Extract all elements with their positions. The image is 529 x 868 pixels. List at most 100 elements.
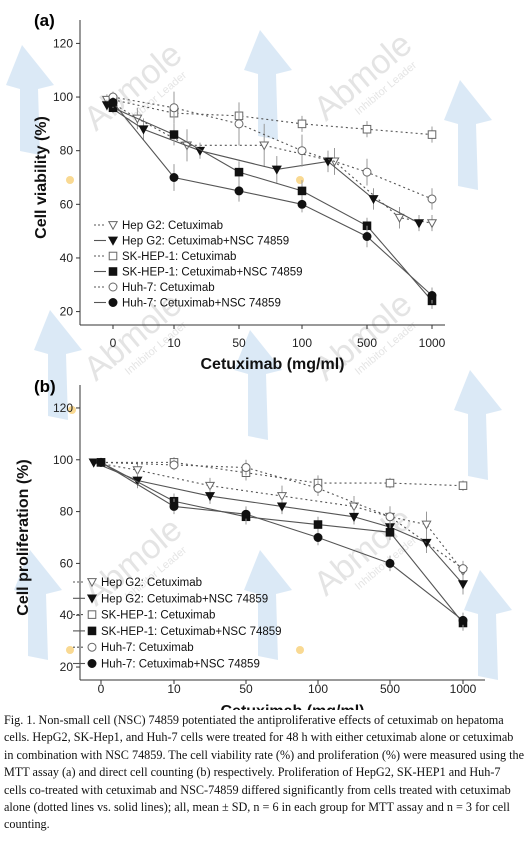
- series-1: [101, 99, 425, 232]
- series-1: [88, 458, 469, 595]
- data-point: [241, 463, 251, 473]
- x-tick-label: 1000: [450, 682, 477, 696]
- x-tick-label: 100: [292, 336, 312, 350]
- data-point: [169, 460, 179, 470]
- series-line: [101, 461, 464, 487]
- data-point: [276, 492, 288, 502]
- series-line: [112, 96, 433, 200]
- x-tick-label: 100: [308, 682, 328, 696]
- data-point: [426, 219, 438, 229]
- data-point: [88, 458, 99, 468]
- data-point: [169, 103, 179, 113]
- data-point: [169, 130, 179, 139]
- x-tick-label: 500: [357, 336, 377, 350]
- x-tick-label: 1000: [419, 336, 446, 350]
- chart-panel-a: (a) 20 40 60 80 100 120 0 10 50 100 500 1000 Cetuxima…: [33, 11, 446, 373]
- series-line: [100, 461, 464, 621]
- data-point: [385, 558, 395, 568]
- legend-entry: Hep G2: Cetuximab: [122, 220, 223, 232]
- legend-entry: Hep G2: Cetuximab+NSC 74859: [101, 593, 268, 605]
- legend-entry: Hep G2: Cetuximab+NSC 74859: [122, 236, 289, 248]
- data-point: [107, 221, 119, 231]
- legend-entry: SK-HEP-1: Cetuximab: [101, 610, 215, 622]
- series-5: [96, 457, 468, 629]
- legend-entry: Hep G2: Cetuximab: [101, 577, 202, 589]
- legend-entry: SK-HEP-1: Cetuximab+NSC 74859: [101, 626, 282, 638]
- series-line: [100, 461, 464, 624]
- data-point: [87, 659, 97, 668]
- y-tick-label: 100: [53, 453, 73, 467]
- chart-panel-b: (b) 20 40 60 80 100 120 0 10 50 100 500 1000 Cetuxima…: [15, 377, 485, 710]
- data-point: [385, 478, 395, 488]
- watermark-arrow-icon: [6, 45, 54, 155]
- x-tick-label: 10: [167, 336, 181, 350]
- y-tick-label: 80: [60, 505, 74, 519]
- panel-label: (b): [34, 377, 56, 396]
- data-point: [234, 167, 244, 177]
- data-point: [259, 141, 270, 151]
- watermark-dot-icon: [66, 646, 74, 654]
- data-point: [107, 236, 119, 246]
- data-point: [297, 146, 307, 156]
- data-point: [169, 501, 179, 511]
- data-point: [108, 298, 118, 307]
- data-point: [427, 194, 437, 204]
- data-point: [86, 594, 98, 604]
- x-axis-title: Cetuximab (mg/ml): [200, 356, 344, 373]
- series-line: [100, 461, 464, 570]
- watermark-dot-icon: [66, 176, 74, 184]
- legend: Hep G2: Cetuximab Hep G2: Cetuximab+NSC 7…: [94, 220, 303, 310]
- legend-entry: Huh-7: Cetuximab+NSC 74859: [122, 298, 281, 310]
- watermark-arrow-icon: [464, 570, 512, 680]
- data-point: [108, 267, 118, 276]
- data-point: [297, 186, 307, 196]
- data-point: [271, 165, 282, 175]
- data-point: [385, 512, 395, 522]
- data-point: [313, 483, 323, 493]
- series-line: [112, 107, 433, 302]
- x-tick-label: 0: [98, 682, 105, 696]
- data-point: [108, 97, 118, 107]
- y-tick-label: 80: [60, 144, 74, 158]
- data-point: [132, 466, 143, 476]
- data-point: [394, 213, 405, 223]
- legend-entry: SK-HEP-1: Cetuximab: [122, 251, 236, 263]
- x-tick-label: 0: [110, 336, 117, 350]
- watermark-dot-icon: [68, 406, 76, 414]
- legend: Hep G2: Cetuximab Hep G2: Cetuximab+NSC 7…: [73, 577, 282, 671]
- data-point: [427, 130, 437, 139]
- y-tick-label: 60: [60, 197, 74, 211]
- data-point: [421, 520, 432, 530]
- data-point: [362, 167, 372, 177]
- series-line: [93, 461, 464, 572]
- series-line: [93, 461, 464, 585]
- data-point: [87, 642, 97, 652]
- data-point: [362, 232, 372, 241]
- legend-entry: SK-HEP-1: Cetuximab+NSC 74859: [122, 267, 303, 279]
- y-axis-title: Cell viability (%): [33, 116, 50, 239]
- data-point: [458, 615, 468, 625]
- data-point: [108, 282, 118, 292]
- data-point: [297, 199, 307, 209]
- data-point: [234, 186, 244, 196]
- series-line: [112, 102, 433, 296]
- series-5: [108, 97, 437, 304]
- y-tick-label: 100: [53, 90, 73, 104]
- data-point: [427, 291, 437, 300]
- y-tick-label: 40: [60, 608, 74, 622]
- data-point: [362, 124, 372, 134]
- x-tick-label: 500: [380, 682, 400, 696]
- data-point: [87, 610, 97, 619]
- y-axis-title: Cell proliferation (%): [15, 459, 32, 615]
- watermark-arrow-icon: [454, 370, 502, 480]
- y-tick-label: 120: [53, 36, 73, 50]
- y-tick-label: 60: [60, 556, 74, 570]
- data-point: [204, 492, 216, 502]
- legend-entry: Huh-7: Cetuximab+NSC 74859: [101, 659, 260, 671]
- watermark-arrow-icon: [444, 80, 492, 190]
- y-tick-label: 120: [53, 401, 73, 415]
- data-point: [313, 520, 323, 529]
- data-point: [96, 457, 106, 467]
- data-point: [348, 512, 360, 523]
